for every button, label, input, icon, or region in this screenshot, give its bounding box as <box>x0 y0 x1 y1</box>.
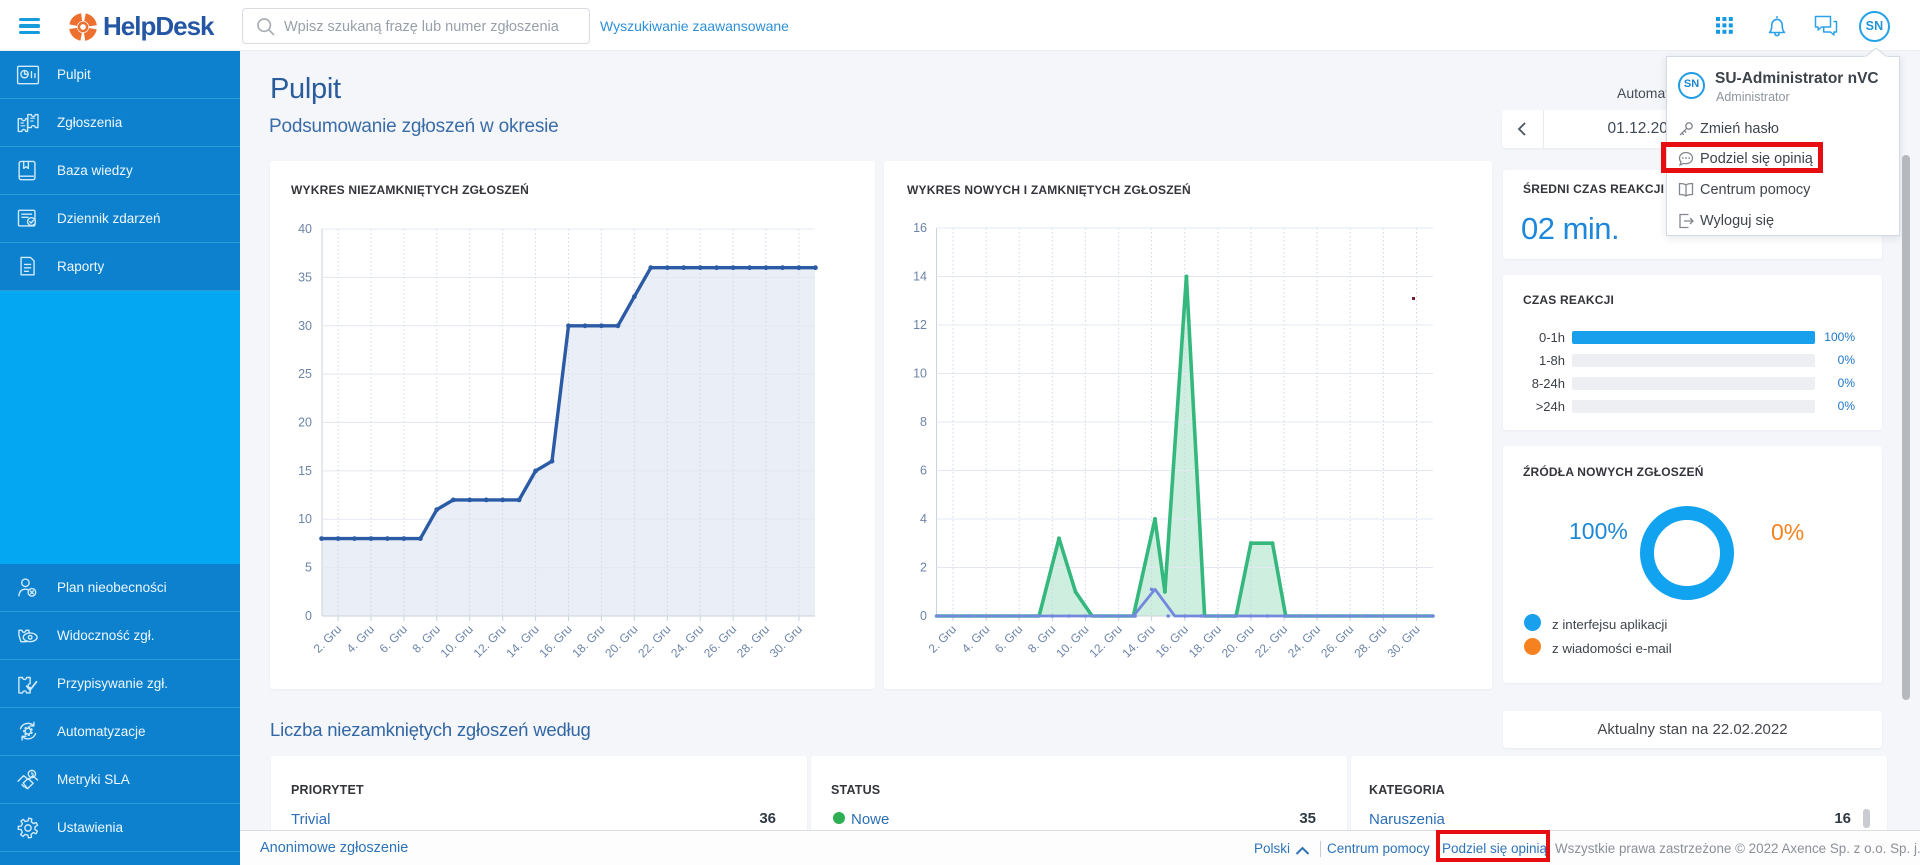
svg-text:16. Gru: 16. Gru <box>536 622 574 660</box>
svg-text:12. Gru: 12. Gru <box>1087 622 1125 660</box>
svg-text:18. Gru: 18. Gru <box>1186 622 1224 660</box>
svg-text:10: 10 <box>913 367 927 381</box>
svg-text:25: 25 <box>298 367 312 381</box>
svg-text:26. Gru: 26. Gru <box>1318 622 1356 660</box>
svg-text:18. Gru: 18. Gru <box>569 622 607 660</box>
svg-text:14: 14 <box>913 270 927 284</box>
svg-text:16: 16 <box>913 221 927 235</box>
svg-text:8: 8 <box>920 415 927 429</box>
svg-text:10. Gru: 10. Gru <box>438 622 476 660</box>
svg-text:6. Gru: 6. Gru <box>377 622 410 655</box>
svg-text:0: 0 <box>305 609 312 623</box>
svg-text:24. Gru: 24. Gru <box>668 622 706 660</box>
svg-text:26. Gru: 26. Gru <box>701 622 739 660</box>
svg-text:30: 30 <box>298 319 312 333</box>
svg-text:20: 20 <box>298 416 312 430</box>
svg-text:28. Gru: 28. Gru <box>1351 622 1389 660</box>
svg-text:10: 10 <box>298 512 312 526</box>
svg-text:30. Gru: 30. Gru <box>1384 622 1422 660</box>
svg-text:20. Gru: 20. Gru <box>602 622 640 660</box>
svg-text:14. Gru: 14. Gru <box>1120 622 1158 660</box>
svg-text:40: 40 <box>298 222 312 236</box>
svg-text:2. Gru: 2. Gru <box>926 622 959 655</box>
svg-text:20. Gru: 20. Gru <box>1219 622 1257 660</box>
svg-text:22. Gru: 22. Gru <box>635 622 673 660</box>
svg-text:4: 4 <box>920 512 927 526</box>
svg-text:16. Gru: 16. Gru <box>1153 622 1191 660</box>
svg-text:30. Gru: 30. Gru <box>767 622 805 660</box>
svg-text:2. Gru: 2. Gru <box>311 622 344 655</box>
svg-text:28. Gru: 28. Gru <box>734 622 772 660</box>
svg-text:12: 12 <box>913 318 927 332</box>
svg-text:6: 6 <box>920 464 927 478</box>
svg-text:22. Gru: 22. Gru <box>1252 622 1290 660</box>
svg-text:0: 0 <box>920 609 927 623</box>
svg-text:4. Gru: 4. Gru <box>959 622 992 655</box>
svg-text:24. Gru: 24. Gru <box>1285 622 1323 660</box>
svg-text:4. Gru: 4. Gru <box>344 622 377 655</box>
svg-text:6. Gru: 6. Gru <box>992 622 1025 655</box>
svg-text:2: 2 <box>920 561 927 575</box>
svg-text:35: 35 <box>298 270 312 284</box>
svg-text:12. Gru: 12. Gru <box>471 622 509 660</box>
svg-text:5: 5 <box>305 561 312 575</box>
svg-text:14. Gru: 14. Gru <box>504 622 542 660</box>
svg-text:10. Gru: 10. Gru <box>1053 622 1091 660</box>
svg-text:15: 15 <box>298 464 312 478</box>
